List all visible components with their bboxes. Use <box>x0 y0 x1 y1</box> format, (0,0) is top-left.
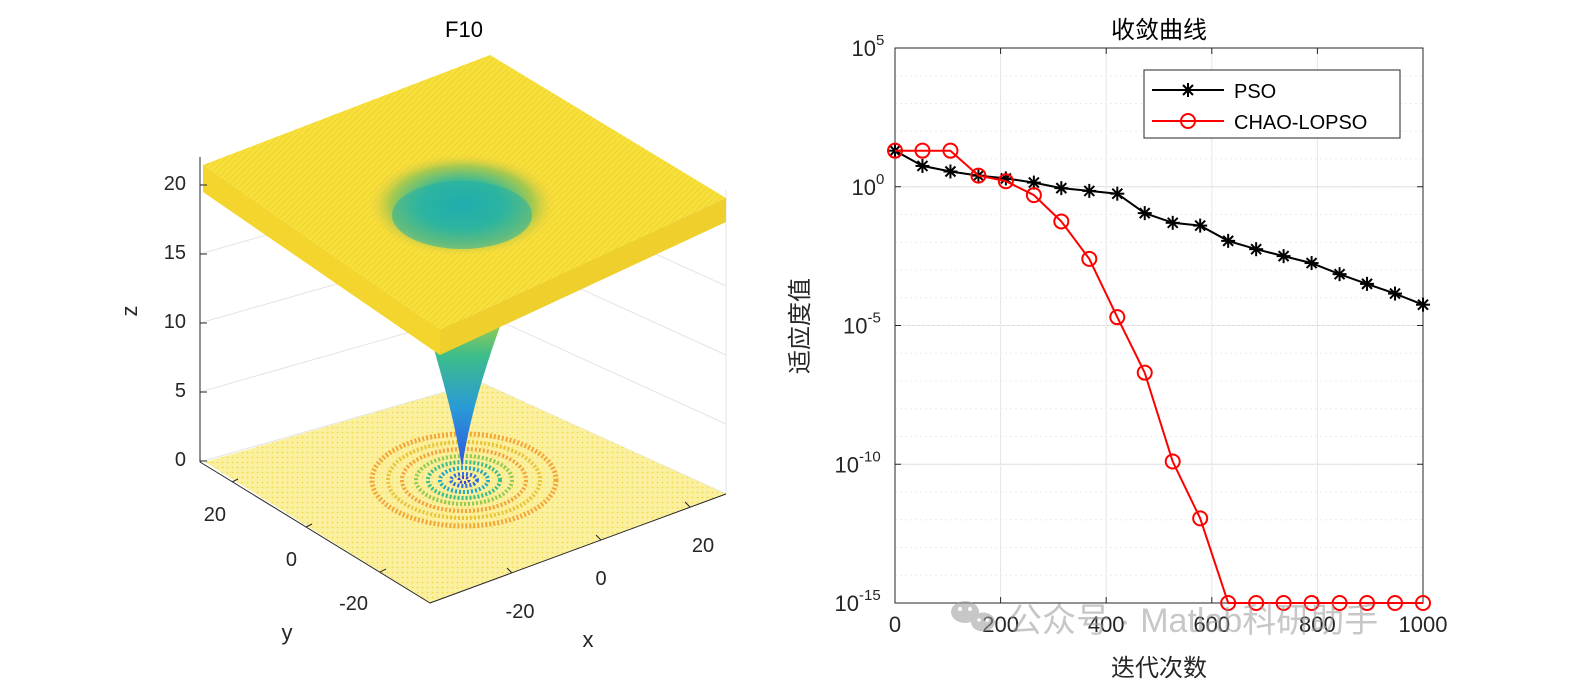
legend-entry-chao-lopso: CHAO-LOPSO <box>1152 112 1367 134</box>
series <box>887 142 1431 611</box>
x-tick-label: 0 <box>595 568 606 590</box>
surface-y-ticks: 20 0 -20 <box>204 504 368 615</box>
z-tick-label: 0 <box>175 449 186 471</box>
data-point-chao-lopso <box>1025 187 1042 204</box>
x-tick-label: 1000 <box>1399 612 1448 637</box>
data-point-chao-lopso <box>1220 595 1237 611</box>
z-tick-label: 20 <box>164 173 186 195</box>
surface-title: F10 <box>445 17 483 42</box>
z-tick-label: 15 <box>164 242 186 264</box>
data-point-chao-lopso <box>1387 595 1404 611</box>
data-point-pso <box>1221 233 1236 248</box>
data-point-chao-lopso <box>1136 364 1153 381</box>
data-point-chao-lopso <box>1053 213 1070 230</box>
data-point-chao-lopso <box>914 142 931 159</box>
convergence-title: 收敛曲线 <box>1111 17 1207 44</box>
data-point-chao-lopso <box>970 167 987 184</box>
y-tick-label: 10-15 <box>835 587 881 616</box>
x-tick-labels: 0 200 400 600 800 1000 <box>889 612 1448 637</box>
surface-axes <box>199 157 727 604</box>
data-point-pso <box>1304 256 1319 271</box>
convergence-ylabel: 适应度值 <box>787 278 814 374</box>
convergence-xlabel: 迭代次数 <box>1111 655 1207 682</box>
data-point-pso <box>1054 181 1069 196</box>
data-point-chao-lopso <box>887 142 903 159</box>
data-point-chao-lopso <box>997 173 1014 190</box>
legend-marker-pso <box>1181 83 1195 97</box>
y-tick-label: 10-10 <box>835 448 881 477</box>
surface-funnel <box>425 318 503 468</box>
surface-z-ticks: 0 5 10 15 20 <box>164 173 186 471</box>
x-tick-label: 0 <box>889 612 901 637</box>
y-tick-label: 20 <box>204 504 226 526</box>
data-point-pso <box>1165 215 1180 230</box>
y-tick-label: 105 <box>852 32 885 61</box>
data-point-chao-lopso <box>1275 595 1292 611</box>
y-tick-label: -20 <box>339 593 368 615</box>
surface-top <box>203 55 726 355</box>
wechat-icon <box>951 601 995 632</box>
x-tick-label: -20 <box>506 601 535 623</box>
data-point-chao-lopso <box>1303 595 1320 611</box>
surface-plot: F10 0 5 10 15 20 20 0 -20 -20 0 20 z y x <box>117 17 727 652</box>
data-point-pso <box>943 164 958 179</box>
legend-entry-pso: PSO <box>1152 81 1276 103</box>
y-tick-label: 10-5 <box>843 310 881 339</box>
data-point-pso <box>1332 267 1347 282</box>
data-point-pso <box>915 158 930 173</box>
legend-marker-chao-lopso <box>1180 113 1196 129</box>
z-tick-label: 10 <box>164 311 186 333</box>
y-tick-label: 0 <box>286 549 297 571</box>
data-point-chao-lopso <box>1359 595 1376 611</box>
data-point-pso <box>1082 183 1097 198</box>
watermark: 公众号 · Matlab科研助手 <box>951 601 1378 640</box>
data-point-pso <box>1276 249 1291 264</box>
x-tick-label: 800 <box>1299 612 1336 637</box>
surface-xlabel: x <box>583 627 594 652</box>
y-tick-label: 100 <box>852 171 885 200</box>
data-point-pso <box>1360 276 1375 291</box>
y-tick-labels: 105 100 10-5 10-10 10-15 <box>835 32 885 616</box>
data-point-pso <box>1193 218 1208 233</box>
data-point-chao-lopso <box>1164 453 1181 470</box>
data-point-pso <box>1249 242 1264 257</box>
data-point-pso <box>1110 186 1125 201</box>
x-tick-label: 400 <box>1088 612 1125 637</box>
data-point-chao-lopso <box>1248 595 1265 611</box>
watermark-text: 公众号 · Matlab科研助手 <box>1008 602 1378 640</box>
surface-x-ticks: -20 0 20 <box>506 535 715 623</box>
legend: PSO CHAO-LOPSO <box>1143 69 1401 139</box>
data-point-pso <box>1388 286 1403 301</box>
x-tick-label: 20 <box>692 535 714 557</box>
data-point-chao-lopso <box>1415 595 1431 611</box>
legend-label-pso: PSO <box>1234 81 1276 103</box>
floor-contour <box>205 382 726 603</box>
data-point-chao-lopso <box>1331 595 1348 611</box>
surface-zlabel: z <box>117 306 142 317</box>
surface-ylabel: y <box>282 620 293 645</box>
x-tick-label: 600 <box>1193 612 1230 637</box>
series-line-chao-lopso <box>895 149 1423 604</box>
data-point-pso <box>1137 206 1152 221</box>
legend-box <box>1143 69 1401 139</box>
data-point-chao-lopso <box>942 142 959 159</box>
legend-label-chao-lopso: CHAO-LOPSO <box>1234 112 1367 134</box>
data-point-chao-lopso <box>1109 309 1126 326</box>
data-point-chao-lopso <box>1192 510 1209 527</box>
data-point-chao-lopso <box>1081 250 1098 267</box>
z-tick-label: 5 <box>175 380 186 402</box>
data-point-pso <box>1416 297 1430 312</box>
